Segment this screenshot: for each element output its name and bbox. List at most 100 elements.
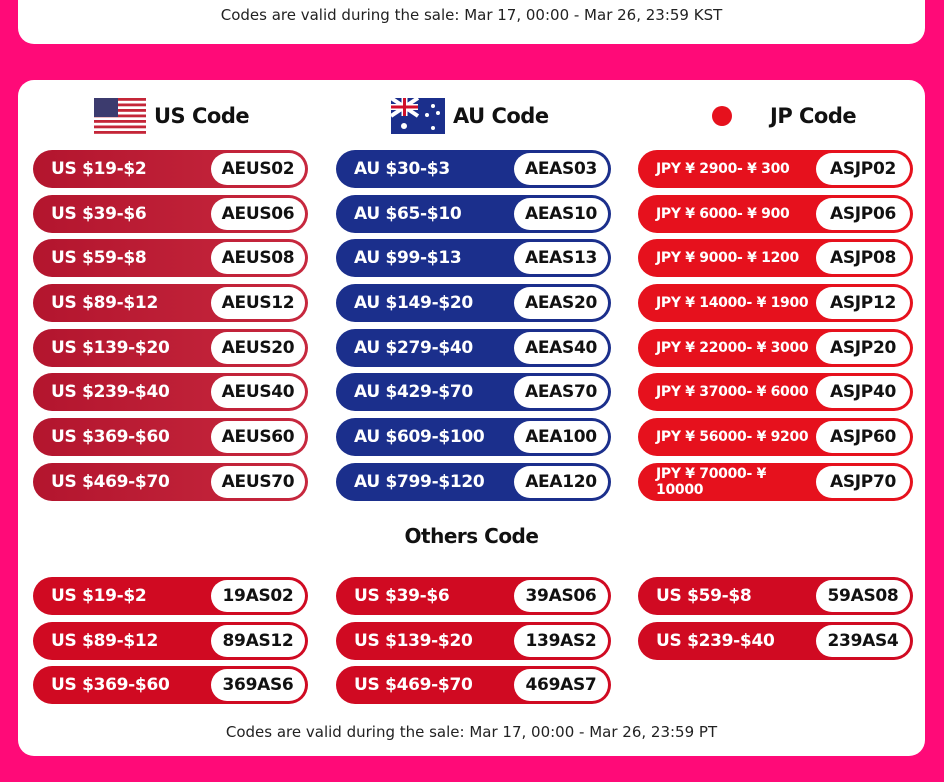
coupon-discount-label: US $139-$20: [51, 337, 170, 358]
jp-code-list: JPY ¥ 2900- ¥ 300 ASJP02 JPY ¥ 6000- ¥ 900…: [638, 150, 913, 508]
au-code-list: AU $30-$3 AEAS03 AU $65-$10 AEAS10 AU $99-$1…: [336, 150, 611, 508]
au-coupon-row[interactable]: AU $429-$70 AEAS70: [336, 373, 611, 412]
au-coupon-row[interactable]: AU $799-$120 AEA120: [336, 462, 611, 501]
us-coupon-row[interactable]: US $19-$2 AEUS02: [33, 150, 308, 188]
us-coupon-row[interactable]: US $139-$20 AEUS20: [33, 328, 308, 367]
coupon-code[interactable]: 239AS4: [816, 624, 910, 657]
coupon-discount-label: JPY ¥ 22000- ¥ 3000: [656, 339, 809, 356]
others-coupon-row[interactable]: US $59-$8 59AS08: [638, 577, 913, 615]
coupon-discount-label: AU $99-$13: [354, 248, 462, 269]
coupon-discount-label: AU $65-$10: [354, 203, 462, 224]
coupon-code[interactable]: 139AS2: [514, 624, 608, 657]
coupon-discount-label: US $369-$60: [51, 427, 170, 448]
coupon-code[interactable]: AEA100: [514, 421, 608, 454]
coupon-code[interactable]: 469AS7: [514, 669, 608, 702]
coupon-discount-label: US $39-$6: [354, 586, 450, 606]
others-coupon-row[interactable]: US $239-$40 239AS4: [638, 621, 913, 660]
coupon-code[interactable]: 89AS12: [211, 624, 305, 657]
others-coupon-row[interactable]: US $19-$2 19AS02: [33, 577, 308, 615]
jp-coupon-row[interactable]: JPY ¥ 37000- ¥ 6000 ASJP40: [638, 373, 913, 412]
coupon-discount-label: AU $149-$20: [354, 293, 473, 314]
coupon-code[interactable]: AEA120: [514, 465, 608, 498]
codes-card: US Code AU Code JP Code US $19-$2 AEUS02 U…: [18, 80, 925, 756]
coupon-discount-label: AU $799-$120: [354, 471, 485, 492]
coupon-code[interactable]: AEAS03: [514, 153, 608, 185]
coupon-code[interactable]: AEAS70: [514, 376, 608, 409]
coupon-code[interactable]: ASJP40: [816, 376, 910, 409]
coupon-discount-label: JPY ¥ 9000- ¥ 1200: [656, 250, 799, 267]
au-flag-icon: [391, 98, 445, 134]
au-coupon-row[interactable]: AU $30-$3 AEAS03: [336, 150, 611, 188]
coupon-discount-label: AU $609-$100: [354, 427, 485, 448]
coupon-code[interactable]: AEUS06: [211, 197, 305, 230]
coupon-discount-label: JPY ¥ 56000- ¥ 9200: [656, 429, 809, 446]
coupon-discount-label: US $59-$8: [51, 248, 147, 269]
us-coupon-row[interactable]: US $469-$70 AEUS70: [33, 462, 308, 501]
coupon-code[interactable]: AEUS60: [211, 421, 305, 454]
coupon-discount-label: US $19-$2: [51, 159, 147, 179]
coupon-code[interactable]: AEUS02: [211, 153, 305, 185]
coupon-discount-label: US $239-$40: [51, 382, 170, 403]
coupon-code[interactable]: ASJP12: [816, 287, 910, 320]
us-coupon-row[interactable]: US $89-$12 AEUS12: [33, 284, 308, 323]
coupon-code[interactable]: AEAS20: [514, 287, 608, 320]
coupon-discount-label: US $469-$70: [51, 471, 170, 492]
jp-code-title: JP Code: [770, 104, 857, 128]
coupon-code[interactable]: 39AS06: [514, 580, 608, 612]
coupon-code[interactable]: AEUS70: [211, 465, 305, 498]
coupon-discount-label: JPY ¥ 70000- ¥ 10000: [656, 465, 767, 498]
coupon-discount-label: US $469-$70: [354, 675, 473, 696]
others-coupon-row[interactable]: US $39-$6 39AS06: [336, 577, 611, 615]
coupon-code[interactable]: AEAS40: [514, 331, 608, 364]
us-coupon-row[interactable]: US $369-$60 AEUS60: [33, 418, 308, 457]
jp-flag-icon: [710, 98, 762, 134]
jp-coupon-row[interactable]: JPY ¥ 56000- ¥ 9200 ASJP60: [638, 418, 913, 457]
au-coupon-row[interactable]: AU $279-$40 AEAS40: [336, 328, 611, 367]
coupon-code[interactable]: ASJP70: [816, 465, 910, 498]
others-code-list-1: US $19-$2 19AS02 US $89-$12 89AS12 US $369-$…: [33, 577, 308, 711]
coupon-code[interactable]: ASJP02: [816, 153, 910, 185]
coupon-code[interactable]: 369AS6: [211, 669, 305, 702]
others-coupon-row[interactable]: US $369-$60 369AS6: [33, 666, 308, 705]
coupon-discount-label: US $239-$40: [656, 630, 775, 651]
au-code-heading: AU Code: [391, 98, 549, 134]
others-coupon-row[interactable]: US $89-$12 89AS12: [33, 621, 308, 660]
jp-coupon-row[interactable]: JPY ¥ 70000- ¥ 10000 ASJP70: [638, 462, 913, 501]
coupon-code[interactable]: 19AS02: [211, 580, 305, 612]
coupon-code[interactable]: ASJP60: [816, 421, 910, 454]
jp-coupon-row[interactable]: JPY ¥ 6000- ¥ 900 ASJP06: [638, 194, 913, 233]
us-code-title: US Code: [154, 104, 250, 128]
jp-coupon-row[interactable]: JPY ¥ 14000- ¥ 1900 ASJP12: [638, 284, 913, 323]
au-coupon-row[interactable]: AU $149-$20 AEAS20: [336, 284, 611, 323]
au-coupon-row[interactable]: AU $99-$13 AEAS13: [336, 239, 611, 278]
others-coupon-row[interactable]: US $469-$70 469AS7: [336, 666, 611, 705]
coupon-code[interactable]: AEUS20: [211, 331, 305, 364]
coupon-code[interactable]: ASJP06: [816, 197, 910, 230]
jp-coupon-row[interactable]: JPY ¥ 2900- ¥ 300 ASJP02: [638, 150, 913, 188]
coupon-code[interactable]: AEAS10: [514, 197, 608, 230]
coupon-code[interactable]: AEUS40: [211, 376, 305, 409]
us-code-list: US $19-$2 AEUS02 US $39-$6 AEUS06 US $59-$8 A…: [33, 150, 308, 508]
us-coupon-row[interactable]: US $39-$6 AEUS06: [33, 194, 308, 233]
validity-note-pt: Codes are valid during the sale: Mar 17,…: [225, 723, 718, 741]
coupon-code[interactable]: AEUS08: [211, 242, 305, 275]
coupon-code[interactable]: ASJP20: [816, 331, 910, 364]
us-coupon-row[interactable]: US $59-$8 AEUS08: [33, 239, 308, 278]
au-coupon-row[interactable]: AU $65-$10 AEAS10: [336, 194, 611, 233]
coupon-discount-label: US $89-$12: [51, 630, 158, 651]
coupon-code[interactable]: AEAS13: [514, 242, 608, 275]
jp-coupon-row[interactable]: JPY ¥ 22000- ¥ 3000 ASJP20: [638, 328, 913, 367]
coupon-code[interactable]: 59AS08: [816, 580, 910, 612]
us-coupon-row[interactable]: US $239-$40 AEUS40: [33, 373, 308, 412]
coupon-discount-label: JPY ¥ 14000- ¥ 1900: [656, 295, 809, 312]
jp-coupon-row[interactable]: JPY ¥ 9000- ¥ 1200 ASJP08: [638, 239, 913, 278]
others-coupon-row[interactable]: US $139-$20 139AS2: [336, 621, 611, 660]
coupon-discount-label: AU $30-$3: [354, 159, 450, 179]
others-code-list-3: US $59-$8 59AS08 US $239-$40 239AS4: [638, 577, 913, 666]
coupon-discount-label: US $39-$6: [51, 203, 147, 224]
au-coupon-row[interactable]: AU $609-$100 AEA100: [336, 418, 611, 457]
coupon-code[interactable]: ASJP08: [816, 242, 910, 275]
jp-code-heading: JP Code: [710, 98, 857, 134]
coupon-code[interactable]: AEUS12: [211, 287, 305, 320]
us-flag-icon: [94, 98, 146, 134]
